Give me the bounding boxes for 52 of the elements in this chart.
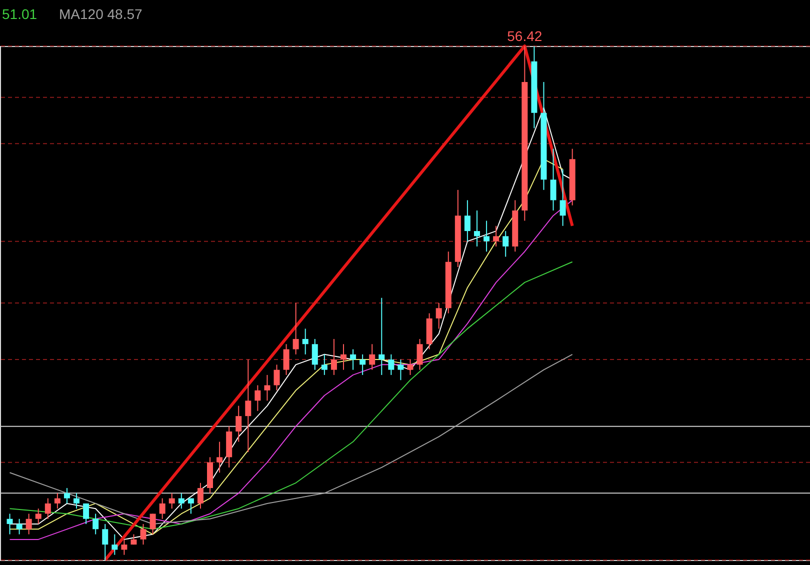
candlestick — [388, 354, 394, 376]
candlestick — [159, 498, 166, 520]
candlestick — [369, 344, 376, 370]
candlestick — [436, 302, 442, 330]
candlestick — [83, 502, 90, 525]
candlestick — [16, 518, 22, 535]
candlestick — [416, 338, 423, 370]
candlestick — [321, 354, 328, 376]
candlestick — [550, 148, 556, 211]
candlestick — [484, 220, 490, 252]
candlestick — [378, 297, 385, 376]
candlestick — [493, 225, 500, 247]
candlestick — [302, 328, 308, 355]
candlestick — [360, 354, 366, 376]
candlestick — [350, 348, 356, 370]
candlestick — [274, 364, 280, 391]
candlestick — [102, 524, 108, 560]
candlestick — [6, 513, 13, 535]
candlestick — [216, 441, 223, 474]
candlestick — [35, 508, 42, 525]
candlestick — [312, 338, 318, 370]
candlestick — [54, 492, 60, 510]
candlestick — [398, 359, 404, 381]
candlestick — [474, 210, 480, 247]
candlestick — [407, 359, 414, 376]
candlestick — [188, 498, 194, 514]
candlestick — [197, 482, 204, 510]
candlestick — [464, 200, 470, 242]
candlestick — [121, 538, 128, 556]
candlestick — [245, 359, 252, 453]
candlestick — [254, 384, 261, 412]
candlestick — [26, 513, 32, 535]
candlestick — [44, 498, 51, 520]
candlestick — [292, 302, 299, 355]
candlestick — [112, 534, 118, 556]
candlestick — [283, 344, 290, 376]
candlestick — [264, 374, 270, 402]
candlestick — [150, 513, 156, 535]
text: 51.01 — [2, 6, 38, 22]
candlestick — [236, 405, 242, 442]
candlestick — [64, 488, 70, 504]
candlestick — [92, 513, 99, 535]
candlestick — [168, 492, 175, 510]
annotation: 56.42 — [507, 28, 542, 44]
candlestick — [140, 524, 146, 546]
text: MA120 48.57 — [59, 6, 142, 22]
candlestick — [340, 344, 346, 370]
candlestick — [502, 230, 509, 258]
candlestick — [560, 168, 566, 226]
candlestick — [74, 492, 80, 510]
candlestick — [178, 492, 184, 510]
candlestick — [330, 338, 337, 376]
